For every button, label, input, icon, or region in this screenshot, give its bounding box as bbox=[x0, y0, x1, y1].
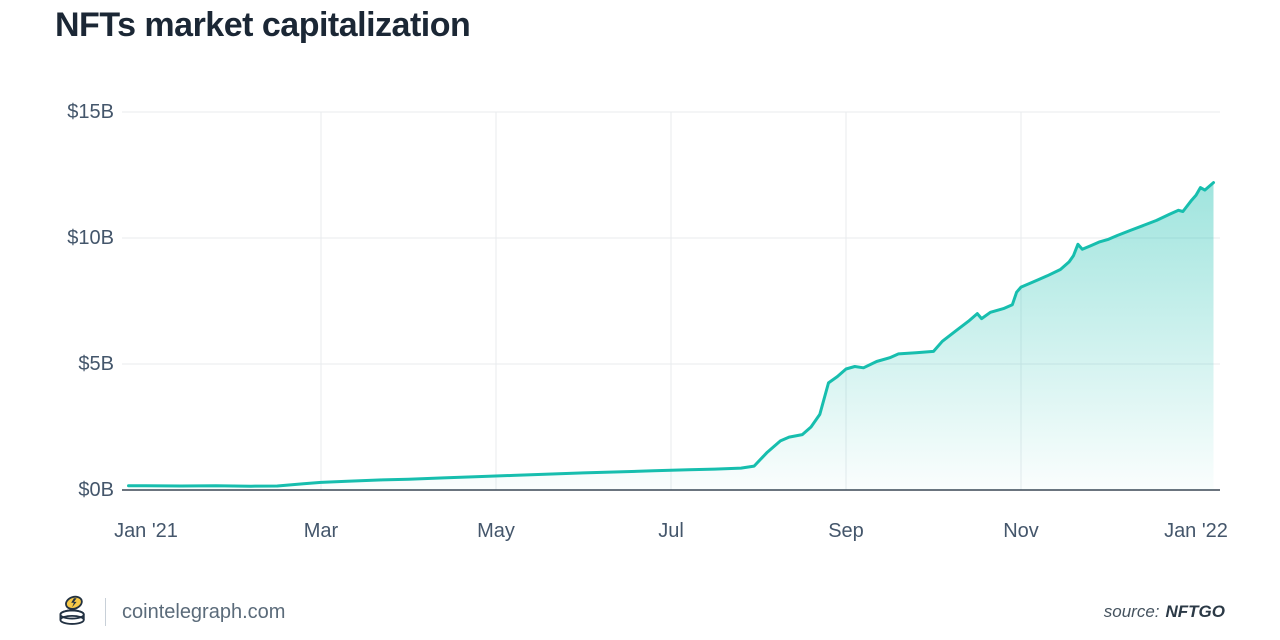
footer-divider bbox=[105, 598, 106, 626]
chart-title: NFTs market capitalization bbox=[55, 6, 471, 44]
market-cap-chart: $0B $5B $10B $15B Jan '21 Mar May Jul Sep Nov Jan … bbox=[67, 101, 1228, 542]
footer-site-label: cointelegraph.com bbox=[122, 600, 286, 623]
footer-brand: cointelegraph.com bbox=[55, 592, 285, 633]
chart-footer: cointelegraph.com source: NFTGO bbox=[55, 590, 1225, 634]
source-name: NFTGO bbox=[1165, 602, 1226, 621]
area-fill bbox=[128, 182, 1214, 490]
market-cap-line bbox=[127, 181, 1215, 488]
source-attribution: source: NFTGO bbox=[1104, 602, 1225, 622]
chart-canvas bbox=[122, 111, 1220, 491]
cointelegraph-logo-icon bbox=[55, 592, 91, 633]
source-label: source: bbox=[1103, 602, 1160, 621]
